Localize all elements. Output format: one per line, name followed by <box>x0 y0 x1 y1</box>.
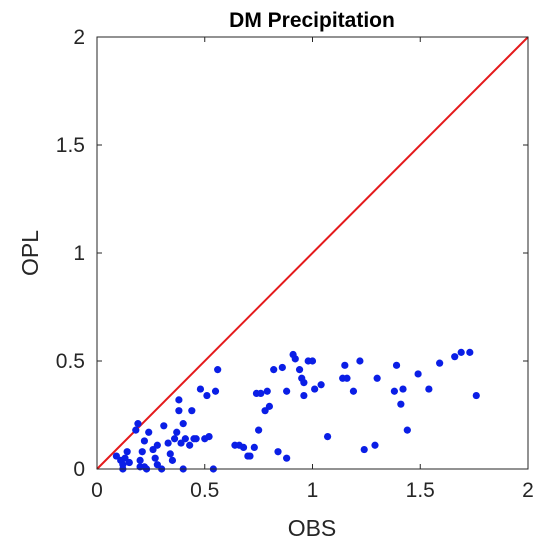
y-tick-label: 0 <box>73 458 85 481</box>
y-axis-title: OPL <box>17 230 43 276</box>
data-point <box>186 441 194 449</box>
data-point <box>188 407 196 415</box>
data-point <box>153 441 161 449</box>
data-point <box>255 426 263 434</box>
data-point <box>466 348 474 356</box>
data-point <box>311 385 319 393</box>
data-point <box>392 361 401 369</box>
data-point <box>457 348 465 356</box>
y-tick-label: 2 <box>73 26 85 49</box>
data-point <box>356 357 364 365</box>
data-point <box>181 435 189 443</box>
data-point <box>164 439 172 447</box>
data-point <box>295 366 304 374</box>
data-point <box>257 389 265 397</box>
data-point <box>140 437 149 445</box>
x-axis-title: OBS <box>288 515 337 541</box>
data-point <box>192 435 200 443</box>
data-point <box>451 353 459 361</box>
data-point <box>239 443 248 451</box>
data-point <box>132 426 140 434</box>
data-point <box>168 456 177 464</box>
data-point <box>250 443 258 451</box>
data-point <box>371 441 379 449</box>
data-point <box>263 387 271 395</box>
data-point <box>175 407 183 415</box>
x-tick-label: 0 <box>91 479 103 502</box>
data-point <box>214 366 222 374</box>
data-point <box>265 402 273 410</box>
data-point <box>283 387 291 395</box>
data-point <box>472 391 480 400</box>
data-point <box>134 420 142 428</box>
data-point <box>196 385 205 393</box>
chart-title: DM Precipitation <box>229 9 395 32</box>
data-point <box>390 387 398 395</box>
x-tick-label: 0.5 <box>190 479 219 502</box>
data-point <box>373 374 381 382</box>
data-point <box>397 400 405 408</box>
y-tick-label: 1.5 <box>56 134 85 157</box>
x-tick-label: 2 <box>522 479 534 502</box>
data-point <box>300 379 308 387</box>
data-point <box>211 387 220 395</box>
data-point <box>170 435 179 443</box>
data-point <box>270 366 278 374</box>
data-point <box>317 381 325 389</box>
points-layer <box>112 348 480 473</box>
data-point <box>349 387 358 395</box>
data-point <box>300 391 308 400</box>
y-tick-label: 0.5 <box>56 350 85 373</box>
x-tick-label: 1 <box>307 479 319 502</box>
data-point <box>166 450 174 458</box>
data-point <box>274 448 282 456</box>
data-point <box>323 433 332 441</box>
data-point <box>145 428 153 436</box>
data-point <box>399 385 407 393</box>
data-point <box>291 355 299 363</box>
data-point <box>308 357 317 365</box>
y-tick-label: 1 <box>73 242 85 265</box>
data-point <box>403 426 411 434</box>
data-point <box>425 385 433 393</box>
data-point <box>246 452 254 460</box>
data-point <box>160 422 168 430</box>
data-point <box>136 456 144 464</box>
reference-line <box>96 36 529 470</box>
x-tick-label: 1.5 <box>406 479 435 502</box>
data-point <box>278 363 286 372</box>
data-point <box>341 361 349 369</box>
data-point <box>175 396 183 404</box>
data-point <box>205 433 213 441</box>
data-point <box>179 420 187 428</box>
data-point <box>414 370 422 378</box>
data-point <box>125 458 133 467</box>
ticks-layer: 0 0.5 1 1.5 2 0 0.5 1 1.5 2 <box>56 26 534 502</box>
data-point <box>151 454 159 462</box>
data-point <box>436 359 444 367</box>
data-point <box>360 445 368 454</box>
data-point <box>123 448 131 456</box>
data-point <box>203 391 211 400</box>
reference-line-layer <box>96 36 529 470</box>
data-point <box>138 448 146 456</box>
data-point <box>283 454 291 462</box>
data-point <box>173 428 181 436</box>
data-point <box>343 374 351 382</box>
